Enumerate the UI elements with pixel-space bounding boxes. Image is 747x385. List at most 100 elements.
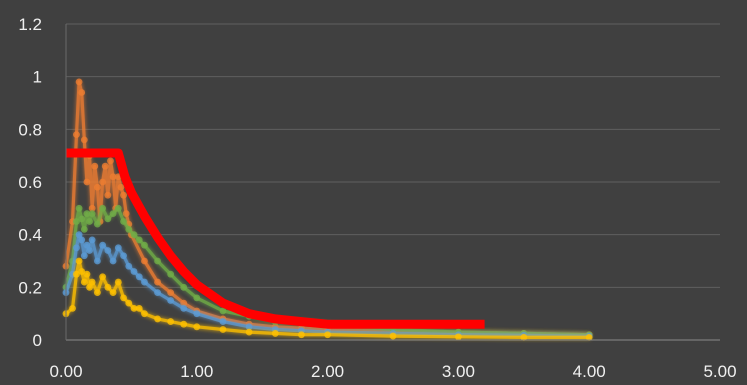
data-point-series-4 [180,320,188,328]
data-point-series-4 [86,283,93,291]
data-point-series-2 [73,218,80,225]
x-tick-label: 0.00 [49,362,82,381]
data-point-series-2 [78,215,86,223]
data-point-series-4 [75,257,83,265]
data-point-series-1 [88,204,96,212]
data-point-series-3 [80,252,88,260]
data-point-series-3 [193,310,201,318]
data-point-series-1 [104,191,112,199]
data-point-series-1 [109,173,117,181]
data-point-series-3 [245,323,253,331]
data-point-series-3 [135,273,143,281]
data-point-series-4 [167,318,175,325]
data-point-series-3 [114,244,122,252]
data-point-series-1 [154,278,161,286]
data-point-series-1 [75,78,83,86]
data-point-series-3 [154,289,161,296]
data-point-series-1 [91,162,99,170]
data-point-series-4 [93,289,101,296]
grid-layer [66,23,720,288]
data-point-series-4 [78,268,86,275]
data-point-series-2 [154,257,161,265]
x-tick-label: 2.00 [311,362,344,381]
data-point-series-2 [135,236,143,244]
data-point-series-4 [135,305,143,312]
axis-layer: 0 0.2 0.4 0.6 0.8 1 1.2 0.00 1.00 2.00 3.00 4.00 5.0… [18,15,736,381]
series-line-1 [64,80,591,337]
data-point-series-1 [141,257,148,265]
x-tick-label: 1.00 [180,362,213,381]
x-tick-label: 5.00 [703,362,736,381]
series-line-5 [66,148,485,329]
y-tick-label: 0.2 [18,278,42,297]
data-point-series-2 [114,204,122,212]
data-point-series-4 [114,278,122,286]
data-point-series-2 [104,215,112,223]
data-point-series-4 [271,330,279,337]
data-point-series-2 [109,210,117,218]
data-point-series-4 [324,331,331,339]
data-point-series-3 [120,252,127,260]
x-tick-label: 4.00 [573,362,606,381]
data-point-series-2 [86,218,93,225]
data-point-series-4 [80,278,88,286]
data-point-series-3 [130,268,138,275]
data-point-series-2 [120,218,127,225]
data-point-series-2 [83,210,91,218]
data-point-series-2 [80,226,88,233]
data-point-series-3 [93,257,101,265]
data-point-series-4 [389,332,397,340]
data-point-series-4 [154,315,161,323]
data-point-series-1 [167,289,175,296]
data-point-series-2 [219,307,227,315]
y-tick-label: 0 [33,331,42,350]
data-point-series-2 [88,210,96,218]
data-point-series-3 [99,241,107,249]
data-point-series-3 [83,241,91,249]
data-point-series-3 [86,247,93,254]
data-point-series-4 [245,328,253,336]
data-point-series-1 [107,157,114,165]
data-point-series-2 [193,294,201,302]
data-point-series-2 [180,283,188,291]
data-point-series-4 [141,310,148,318]
data-point-series-1 [78,89,86,96]
data-point-series-3 [109,257,117,265]
y-tick-label: 1 [33,68,42,87]
data-point-series-3 [125,262,133,270]
data-point-series-4 [298,331,305,339]
data-point-series-4 [585,333,593,341]
y-tick-label: 0.8 [18,120,42,139]
data-point-series-3 [104,247,112,254]
data-point-series-2 [93,220,101,228]
data-point-series-1 [83,178,91,186]
data-point-series-4 [455,333,462,341]
data-point-series-3 [219,318,227,325]
data-point-series-1 [117,183,125,191]
data-point-series-2 [167,270,175,278]
data-point-series-3 [141,278,148,286]
data-point-series-3 [75,231,83,239]
data-point-series-4 [69,305,76,312]
data-point-series-3 [78,236,86,244]
data-point-series-4 [193,323,201,331]
data-point-series-2 [125,226,133,233]
data-point-series-4 [120,294,127,302]
series-layer [62,78,593,341]
data-point-series-1 [101,162,109,170]
y-tick-label: 0.6 [18,173,42,192]
data-point-series-1 [122,210,130,218]
data-point-series-3 [73,244,80,252]
data-point-series-3 [180,305,188,312]
data-point-series-4 [219,326,227,333]
data-point-series-2 [141,241,148,249]
data-point-series-4 [104,283,112,291]
data-point-series-4 [99,273,107,281]
data-point-series-1 [73,131,80,139]
data-point-series-4 [83,270,91,278]
data-point-series-1 [80,136,88,144]
data-point-series-1 [93,183,101,191]
data-point-series-4 [109,289,117,296]
